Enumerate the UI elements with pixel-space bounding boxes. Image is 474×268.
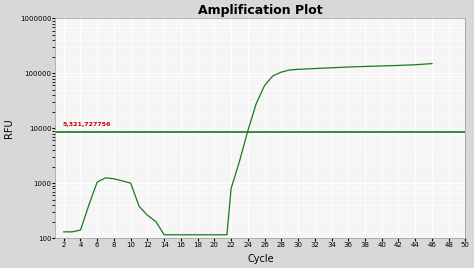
Text: 5,321,727756: 5,321,727756 <box>62 122 110 127</box>
X-axis label: Cycle: Cycle <box>247 254 273 264</box>
Y-axis label: RFU: RFU <box>4 118 14 138</box>
Title: Amplification Plot: Amplification Plot <box>198 4 323 17</box>
